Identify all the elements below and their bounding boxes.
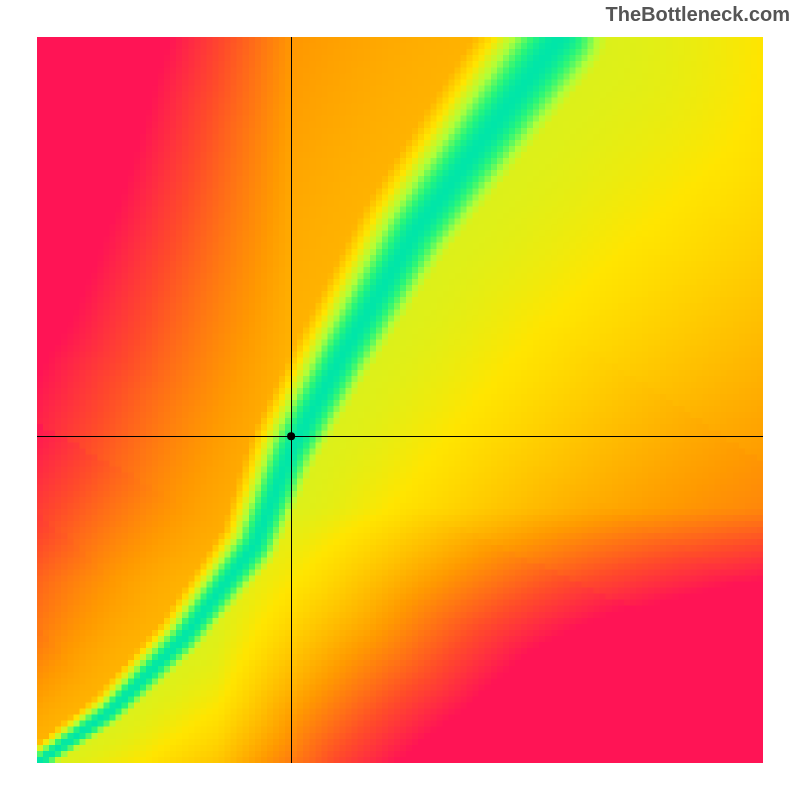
plot-area [37,37,763,763]
crosshair-canvas [37,37,763,763]
figure-wrapper: TheBottleneck.com [0,0,800,800]
watermark-text: TheBottleneck.com [606,4,790,27]
